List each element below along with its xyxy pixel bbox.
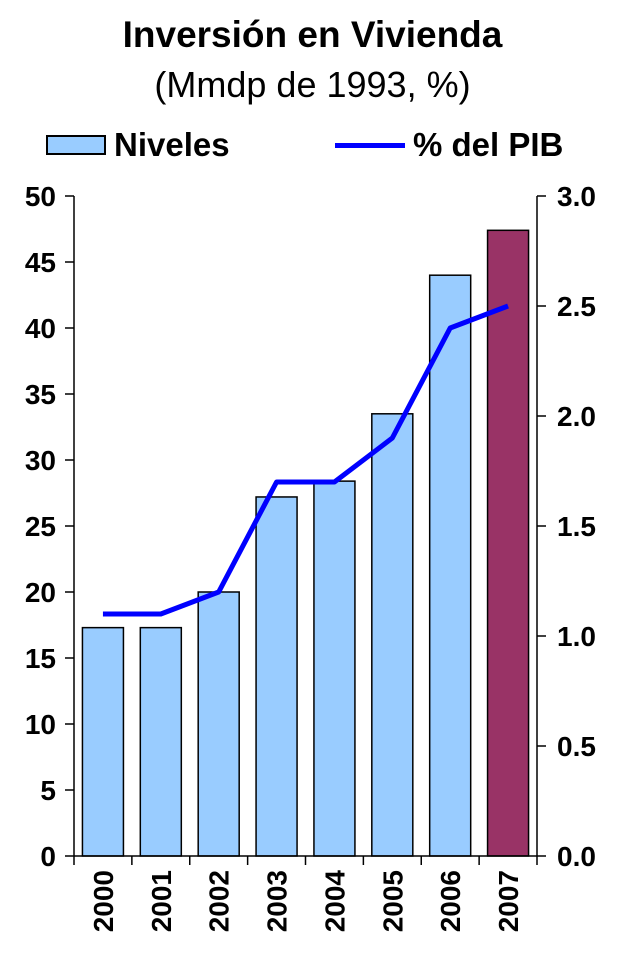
right-tick-label: 1.0 (557, 621, 596, 652)
legend-swatch-line (335, 142, 405, 148)
bar-2005 (371, 413, 414, 857)
x-tick-label: 2000 (88, 870, 119, 932)
bar-2001 (139, 626, 183, 857)
left-tick-label: 15 (25, 643, 56, 674)
x-tick-label: 2007 (493, 870, 524, 932)
x-tick-label: 2003 (262, 870, 293, 932)
bar-2006 (428, 274, 472, 857)
left-tick-label: 0 (40, 841, 56, 872)
bar-2004 (313, 480, 356, 857)
legend-label-niveles: Niveles (114, 126, 230, 163)
left-tick-label: 10 (25, 709, 56, 740)
legend-item-niveles: Niveles (46, 126, 230, 164)
bar-2000 (81, 626, 125, 857)
line-pib (102, 303, 509, 617)
right-tick-label: 1.5 (557, 511, 596, 542)
left-tick-label: 25 (25, 511, 56, 542)
x-tick-label: 2001 (146, 870, 177, 932)
x-tick-label: 2005 (377, 870, 408, 932)
x-tick-label: 2006 (435, 870, 466, 932)
right-tick-label: 3.0 (557, 181, 596, 212)
legend-label-pib: % del PIB (413, 126, 564, 163)
chart-title: Inversión en Vivienda (122, 14, 503, 55)
left-tick-label: 45 (25, 247, 56, 278)
left-tick-label: 35 (25, 379, 56, 410)
right-tick-label: 0.0 (557, 841, 596, 872)
left-tick-label: 40 (25, 313, 56, 344)
right-tick-label: 2.0 (557, 401, 596, 432)
legend: Niveles % del PIB (0, 124, 625, 168)
right-tick-label: 2.5 (557, 291, 596, 322)
bar-2007 (486, 229, 530, 857)
bar-2002 (197, 591, 240, 857)
x-tick-label: 2002 (204, 870, 235, 932)
chart-subtitle: (Mmdp de 1993, %) (154, 64, 471, 105)
legend-swatch-bar (46, 135, 106, 155)
legend-item-pib: % del PIB (335, 126, 563, 164)
left-tick-label: 30 (25, 445, 56, 476)
x-tick-label: 2004 (319, 870, 350, 933)
left-tick-label: 50 (25, 181, 56, 212)
left-tick-label: 20 (25, 577, 56, 608)
left-tick-label: 5 (40, 775, 56, 806)
bar-2003 (255, 496, 298, 857)
right-tick-label: 0.5 (557, 731, 596, 762)
